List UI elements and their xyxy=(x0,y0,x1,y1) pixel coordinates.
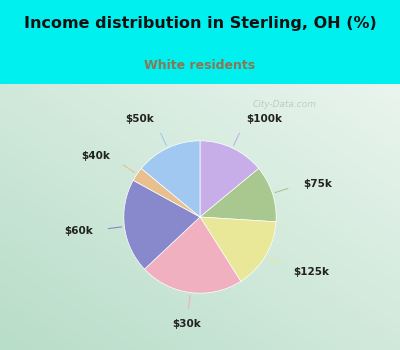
Text: City-Data.com: City-Data.com xyxy=(252,100,316,110)
Text: $40k: $40k xyxy=(82,151,110,161)
Wedge shape xyxy=(200,141,259,217)
Wedge shape xyxy=(124,180,200,269)
Text: $125k: $125k xyxy=(293,267,329,277)
Wedge shape xyxy=(144,217,241,293)
Text: $50k: $50k xyxy=(125,114,154,124)
Text: $60k: $60k xyxy=(64,225,93,236)
Wedge shape xyxy=(200,168,276,222)
Wedge shape xyxy=(133,168,200,217)
Text: $100k: $100k xyxy=(246,114,282,124)
Wedge shape xyxy=(141,141,200,217)
Text: Income distribution in Sterling, OH (%): Income distribution in Sterling, OH (%) xyxy=(24,16,376,31)
Text: $75k: $75k xyxy=(303,178,332,189)
Text: $30k: $30k xyxy=(172,319,201,329)
Wedge shape xyxy=(200,217,276,281)
Text: White residents: White residents xyxy=(144,59,256,72)
